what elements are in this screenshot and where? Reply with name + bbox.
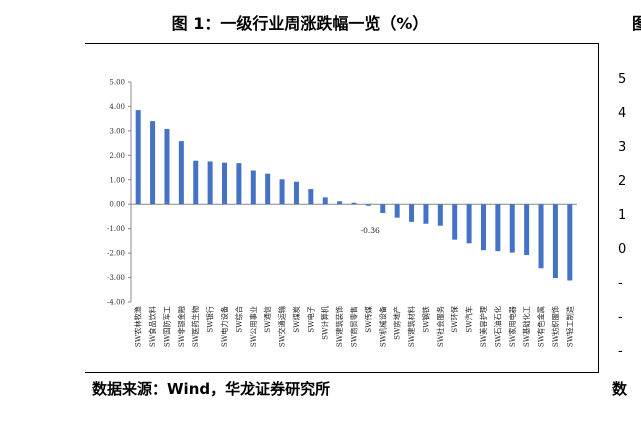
bar xyxy=(452,204,458,240)
x-tick-label: SW机械设备 xyxy=(378,306,387,347)
x-tick-label: SW煤炭 xyxy=(292,306,301,333)
x-tick-label: SW钢铁 xyxy=(421,306,430,333)
bar xyxy=(538,204,544,269)
right-y-tick-fragment: 1 xyxy=(618,208,627,223)
x-axis-labels: SW农林牧渔 SW食品饮料 SW国防军工 SW非银金融 SW医药生物 SW银行 SW电力设备… xyxy=(134,305,575,347)
x-tick-label: SW家用电器 xyxy=(508,306,517,347)
y-tick-label: 1.00 xyxy=(109,176,125,184)
bar xyxy=(552,204,558,279)
x-tick-label: SW建筑材料 xyxy=(407,306,416,347)
figure-title: 图 1：一级行业周涨跌幅一览（%） xyxy=(171,14,429,33)
x-tick-label: SW传媒 xyxy=(364,306,373,333)
x-tick-label: SW纺织服饰 xyxy=(551,306,560,347)
right-y-tick-fragment: - xyxy=(618,344,623,359)
bar xyxy=(495,204,501,252)
x-tick-label: SW国防军工 xyxy=(162,306,171,347)
x-tick-label: SW农林牧渔 xyxy=(134,306,143,347)
bar xyxy=(164,128,170,205)
x-tick-label: SW美容护理 xyxy=(479,306,488,347)
panel-divider xyxy=(598,43,599,373)
bar xyxy=(193,160,199,205)
right-y-tick-fragment: 3 xyxy=(618,140,627,155)
bar xyxy=(265,173,271,205)
x-tick-label: SW建筑装饰 xyxy=(335,306,344,347)
bar xyxy=(222,162,228,205)
bar xyxy=(524,204,530,256)
bar xyxy=(394,204,400,218)
x-tick-label: SW环保 xyxy=(450,305,459,332)
right-y-tick-fragment: - xyxy=(618,310,623,325)
bar xyxy=(380,204,386,214)
y-tick-label: 0.00 xyxy=(109,201,125,209)
x-tick-label: SW轻工制造 xyxy=(565,306,574,347)
bar xyxy=(509,204,515,253)
bar xyxy=(308,189,314,205)
x-tick-label: SW医药生物 xyxy=(191,306,200,347)
bar xyxy=(480,204,486,251)
x-tick-label: SW交通运输 xyxy=(278,306,287,347)
bar xyxy=(250,170,256,205)
right-y-tick-fragment: 2 xyxy=(618,174,627,189)
x-tick-label: SW公用事业 xyxy=(249,306,258,347)
bar xyxy=(150,121,156,205)
right-y-tick-fragment: 0 xyxy=(618,242,627,257)
y-tick-label: 2.00 xyxy=(109,152,125,160)
bar xyxy=(351,202,357,205)
bar xyxy=(423,204,429,224)
source-note: 数据来源：Wind，华龙证券研究所 xyxy=(92,380,331,398)
y-tick-label: 4.00 xyxy=(109,103,125,111)
x-tick-label: SW电子 xyxy=(306,306,315,333)
right-figure-title-fragment: 图 xyxy=(632,14,641,33)
right-y-tick-fragment: - xyxy=(618,276,623,291)
x-tick-label: SW食品饮料 xyxy=(148,306,157,347)
right-source-fragment: 数 xyxy=(612,380,628,398)
x-tick-label: SW非银金融 xyxy=(177,306,186,347)
x-tick-label: SW电力设备 xyxy=(220,306,229,347)
bar xyxy=(365,204,371,206)
top-rule xyxy=(85,43,598,44)
y-axis: 5.00 4.00 3.00 2.00 1.00 0.00 -1.00 -2.00 -3.00 -… xyxy=(107,79,577,307)
y-tick-label: 3.00 xyxy=(109,127,125,135)
data-label: -0.36 xyxy=(361,226,380,235)
x-tick-label: SW社会服务 xyxy=(436,306,445,347)
x-tick-label: SW通信 xyxy=(263,306,272,333)
y-tick-label: -3.00 xyxy=(107,274,125,282)
bar xyxy=(409,204,415,222)
bar-series xyxy=(135,110,573,281)
bar xyxy=(236,163,242,205)
y-tick-label: -1.00 xyxy=(107,225,125,233)
x-tick-label: SW基础化工 xyxy=(522,306,531,347)
data-annotations: -0.36 xyxy=(361,226,380,235)
bar xyxy=(567,204,573,281)
bar xyxy=(178,141,184,205)
y-tick-label: -4.00 xyxy=(107,299,125,307)
x-tick-label: SW有色金属 xyxy=(537,306,546,347)
bar xyxy=(337,201,343,205)
x-tick-label: SW汽车 xyxy=(465,306,474,333)
x-tick-label: SW综合 xyxy=(234,306,243,333)
x-tick-label: SW计算机 xyxy=(321,305,330,340)
y-tick-label: -2.00 xyxy=(107,250,125,258)
bar xyxy=(437,204,443,226)
right-y-tick-fragment: 5 xyxy=(618,72,627,87)
bar xyxy=(293,181,299,205)
bottom-rule xyxy=(85,372,598,373)
bar xyxy=(135,110,141,205)
x-tick-label: SW商贸零售 xyxy=(350,306,359,347)
bar xyxy=(279,179,285,205)
x-tick-label: SW银行 xyxy=(206,306,215,333)
y-tick-label: 5.00 xyxy=(109,79,125,87)
x-tick-label: SW房地产 xyxy=(393,306,402,340)
bar xyxy=(466,204,472,244)
right-y-tick-fragment: 4 xyxy=(618,106,627,121)
bar xyxy=(207,161,213,205)
x-tick-label: SW石油石化 xyxy=(493,306,502,347)
bar xyxy=(322,197,328,205)
